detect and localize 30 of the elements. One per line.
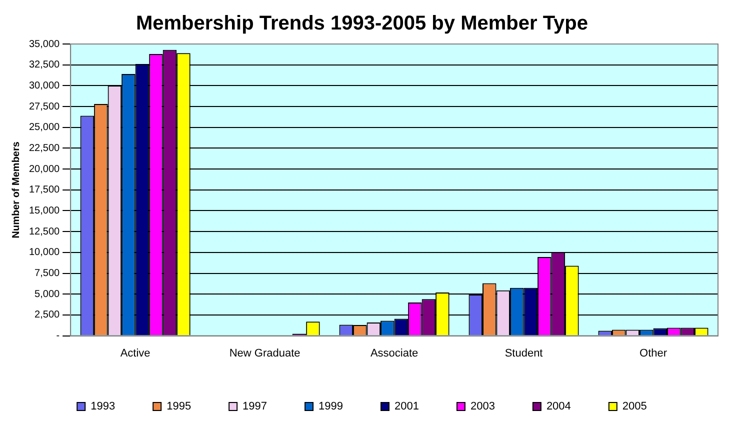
y-axis-title: Number of Members	[10, 141, 22, 238]
legend-label: 2004	[546, 400, 571, 413]
legend-label: 1999	[318, 400, 344, 413]
y-tick-label: 30,000	[28, 80, 60, 92]
legend-label: 1997	[242, 400, 268, 413]
y-tick-label: 25,000	[28, 122, 60, 134]
legend-label: 1995	[166, 400, 192, 413]
chart-title: Membership Trends 1993-2005 by Member Type	[136, 12, 588, 35]
y-tick-label: 27,500	[28, 101, 60, 112]
x-tick-label: Student	[504, 347, 543, 360]
y-tick-label: 20,000	[28, 164, 60, 175]
legend-label: 2005	[622, 400, 647, 413]
y-tick-label: 32,500	[28, 60, 60, 71]
y-tick-label: -	[56, 330, 60, 342]
y-tick-label: 5,000	[34, 288, 60, 300]
x-tick-label: Associate	[370, 347, 418, 360]
y-tick-label: 17,500	[28, 184, 60, 196]
x-tick-label: Other	[640, 347, 668, 360]
x-tick-label: New Graduate	[229, 347, 300, 360]
legend-label: 2003	[470, 400, 495, 413]
x-tick-label: Active	[120, 347, 150, 360]
y-tick-label: 35,000	[28, 38, 60, 50]
y-tick-label: 10,000	[28, 247, 60, 258]
y-tick-label: 22,500	[28, 142, 60, 154]
y-tick-label: 2,500	[34, 310, 60, 321]
legend-label: 1993	[90, 400, 116, 413]
legend-label: 2001	[394, 400, 419, 413]
y-tick-label: 15,000	[28, 205, 60, 216]
y-tick-label: 7,500	[34, 268, 60, 280]
y-tick-label: 12,500	[28, 226, 60, 238]
